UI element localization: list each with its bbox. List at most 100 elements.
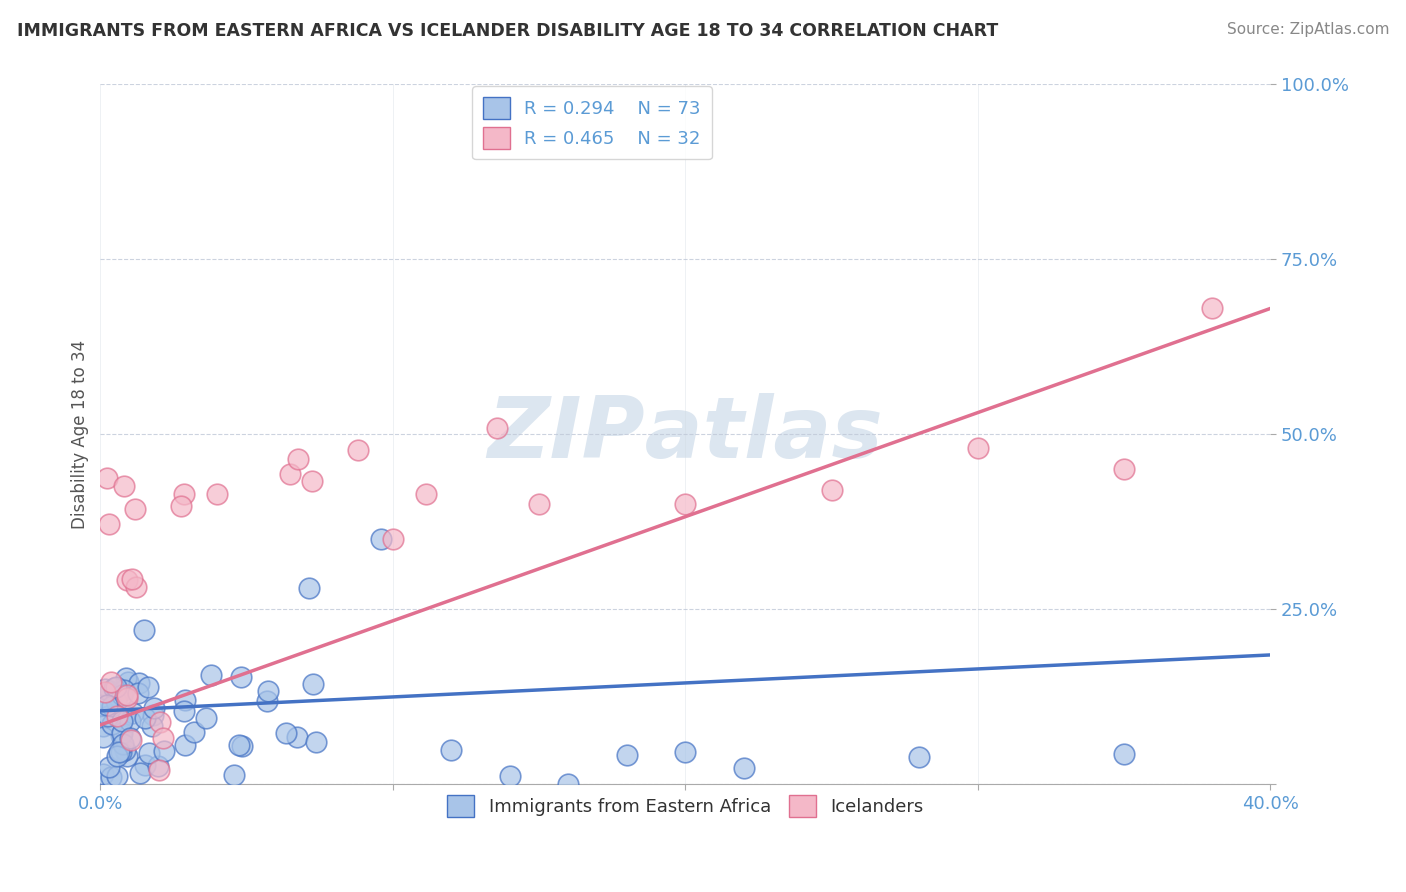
Point [121,572,143,586]
Point [302,677,325,691]
Point [673,745,696,759]
Point [115,671,138,685]
Point [101,716,124,731]
Point [96,698,118,713]
Point [733,761,755,775]
Point [94,685,117,699]
Point [499,769,522,783]
Point [194,711,217,725]
Point [120,733,142,747]
Point [117,674,139,689]
Point [120,714,142,728]
Point [127,685,149,699]
Point [485,421,508,435]
Point [381,533,404,547]
Point [173,738,195,752]
Point [114,708,136,723]
Point [112,682,135,697]
Point [91,719,114,733]
Point [153,743,176,757]
Point [103,681,125,695]
Point [148,714,170,729]
Point [91,767,114,781]
Point [105,689,128,703]
Point [148,764,170,778]
Point [673,498,696,512]
Point [440,742,463,756]
Point [91,730,114,744]
Point [112,737,135,751]
Point [274,726,297,740]
Point [110,688,132,702]
Point [114,742,136,756]
Point [170,499,193,513]
Point [97,760,120,774]
Point [117,748,139,763]
Point [100,770,122,784]
Point [908,750,931,764]
Point [346,443,368,458]
Point [118,731,141,745]
Point [301,475,323,489]
Point [229,670,252,684]
Text: ZIP​atlas: ZIP​atlas [488,393,883,476]
Point [115,690,138,705]
Point [557,777,579,791]
Point [224,767,246,781]
Point [105,694,128,708]
Y-axis label: Disability Age 18 to 34: Disability Age 18 to 34 [72,340,89,529]
Point [256,683,278,698]
Point [136,680,159,694]
Point [207,487,229,501]
Point [820,483,842,498]
Point [1114,747,1136,761]
Point [141,719,163,733]
Point [183,725,205,739]
Point [111,714,134,728]
Point [104,681,127,695]
Point [94,682,117,697]
Point [110,728,132,742]
Point [96,471,118,485]
Point [142,701,165,715]
Point [527,498,550,512]
Point [1114,462,1136,476]
Point [285,730,308,744]
Point [110,745,132,759]
Point [97,709,120,723]
Point [173,487,195,501]
Point [370,533,392,547]
Point [112,479,135,493]
Point [128,676,150,690]
Point [121,706,143,720]
Point [138,746,160,760]
Point [129,765,152,780]
Text: Source: ZipAtlas.com: Source: ZipAtlas.com [1226,22,1389,37]
Point [90,698,112,712]
Point [124,502,146,516]
Point [200,667,222,681]
Point [108,745,131,759]
Point [100,699,122,714]
Point [1201,301,1223,316]
Point [124,580,146,594]
Text: IMMIGRANTS FROM EASTERN AFRICA VS ICELANDER DISABILITY AGE 18 TO 34 CORRELATION : IMMIGRANTS FROM EASTERN AFRICA VS ICELAN… [17,22,998,40]
Point [967,442,990,456]
Point [278,467,301,481]
Point [298,582,321,596]
Point [134,757,156,772]
Point [231,739,253,753]
Point [173,692,195,706]
Point [256,694,278,708]
Point [616,748,638,763]
Point [105,748,128,763]
Point [115,688,138,702]
Point [146,759,169,773]
Point [142,708,165,723]
Point [111,726,134,740]
Point [98,684,121,698]
Point [132,624,155,638]
Point [105,769,128,783]
Point [173,704,195,718]
Point [287,452,309,467]
